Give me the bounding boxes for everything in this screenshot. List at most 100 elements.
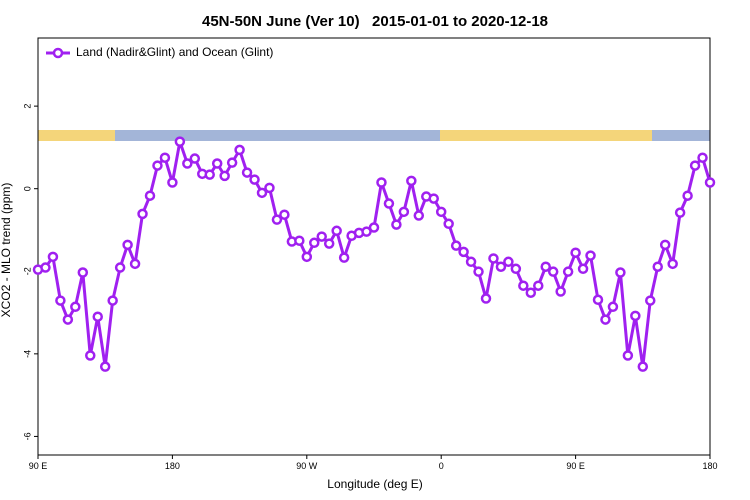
data-point (458, 246, 469, 258)
data-point (92, 311, 103, 322)
data-point (518, 280, 529, 291)
land-band (440, 130, 652, 141)
data-point (615, 267, 626, 278)
data-point (47, 251, 59, 263)
data-point (323, 238, 335, 249)
data-point (465, 256, 477, 268)
ocean-band (115, 130, 440, 141)
data-point (607, 301, 619, 313)
data-point (443, 218, 454, 230)
x-tick-label: 180 (702, 461, 717, 471)
data-point (294, 235, 305, 246)
x-tick-label: 180 (165, 461, 180, 471)
data-point (376, 177, 387, 188)
data-point (398, 206, 410, 218)
data-point (40, 262, 51, 273)
data-point (450, 240, 462, 251)
data-point (144, 190, 156, 201)
data-point (510, 263, 522, 275)
data-point (689, 160, 701, 171)
x-axis-label: Longitude (deg E) (327, 477, 422, 491)
data-point (667, 258, 678, 270)
data-point (279, 209, 290, 220)
y-tick-label: -4 (22, 350, 32, 358)
data-point (659, 239, 671, 251)
data-point (338, 252, 350, 263)
data-point (189, 153, 201, 164)
x-tick-label: 90 E (566, 461, 585, 471)
data-point (383, 198, 395, 209)
data-point (182, 158, 193, 169)
data-point (219, 170, 230, 182)
data-point (152, 160, 163, 171)
data-point (495, 261, 507, 272)
data-point (525, 287, 537, 298)
legend-marker (52, 47, 64, 59)
data-point (114, 262, 126, 273)
data-point (645, 295, 656, 306)
data-point (256, 187, 268, 199)
data-point (503, 256, 514, 268)
data-point (316, 231, 327, 242)
x-tick-label: 90 W (296, 461, 318, 471)
data-point (570, 247, 581, 258)
data-point (55, 295, 66, 306)
data-point (562, 266, 574, 277)
data-point (85, 350, 96, 361)
data-point (577, 263, 589, 275)
data-point (361, 226, 372, 237)
data-point (301, 251, 313, 263)
data-point (585, 250, 596, 261)
data-point (309, 237, 320, 249)
data-point (159, 152, 171, 163)
data-point (391, 219, 402, 230)
data-point (249, 174, 260, 185)
data-point (488, 253, 499, 264)
data-point (204, 169, 215, 180)
series-line (37, 140, 712, 369)
data-point (406, 175, 417, 187)
data-point (234, 144, 245, 156)
data-point (704, 177, 716, 188)
data-point (129, 258, 141, 270)
data-point (435, 206, 447, 218)
data-point (167, 177, 178, 188)
data-point (540, 261, 551, 272)
data-point (473, 266, 484, 277)
data-point (555, 286, 566, 297)
data-point (271, 214, 283, 225)
ocean-band (652, 130, 710, 141)
y-axis-label: XCO2 - MLO trend (ppm) (0, 183, 13, 318)
data-point (674, 207, 686, 218)
legend-label: Land (Nadir&Glint) and Ocean (Glint) (76, 45, 273, 59)
data-point (264, 182, 275, 194)
data-point (697, 152, 708, 163)
data-point (107, 295, 118, 306)
y-tick-label: 2 (22, 104, 32, 109)
data-point (630, 310, 641, 322)
data-point (174, 136, 186, 147)
data-point (137, 208, 148, 220)
data-point (77, 267, 89, 278)
data-point (592, 294, 604, 306)
data-point (331, 225, 342, 237)
data-point (600, 314, 611, 325)
data-point (211, 158, 223, 169)
data-point (368, 222, 380, 233)
x-tick-label: 90 E (29, 461, 48, 471)
data-point (480, 293, 492, 304)
y-tick-label: 0 (22, 186, 32, 191)
data-point (413, 210, 425, 221)
data-point (99, 361, 111, 372)
data-point (637, 361, 649, 372)
plot-frame (37, 37, 711, 456)
land-band (38, 130, 115, 141)
x-tick-label: 0 (439, 461, 444, 471)
chart-title: 45N-50N June (Ver 10) 2015-01-01 to 2020… (202, 13, 548, 30)
map-stripe (38, 130, 710, 141)
data-point (652, 261, 663, 272)
data-point (122, 239, 133, 251)
data-point (62, 314, 74, 325)
y-tick-label: -6 (22, 432, 32, 440)
